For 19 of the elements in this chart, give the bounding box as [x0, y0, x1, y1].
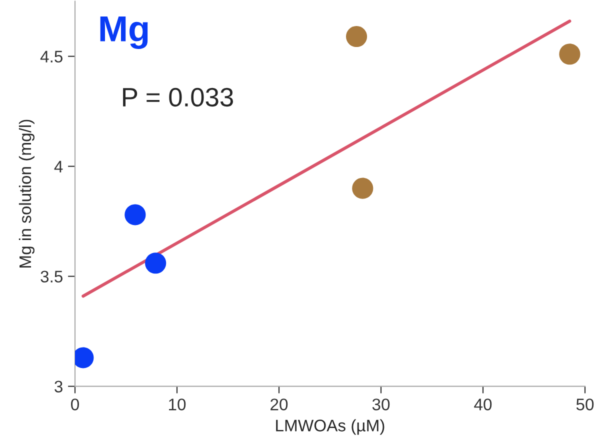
y-tick-label: 4.5 — [40, 50, 62, 63]
point — [346, 26, 368, 48]
annotation: P = 0.033 — [123, 88, 233, 107]
x-tick-label: 30 — [372, 398, 390, 410]
point — [352, 178, 374, 199]
chart-title: Mg — [100, 16, 148, 49]
point — [559, 44, 580, 65]
x-tick-label: 40 — [474, 398, 492, 410]
x-tick-label: 10 — [169, 398, 186, 410]
point — [124, 204, 146, 226]
x-tick-label: 20 — [270, 398, 288, 410]
x-tick-label: 50 — [576, 398, 594, 410]
x-tick-label: 0 — [71, 398, 79, 410]
y-tick-label: 4 — [54, 160, 63, 172]
x-axis-title: LMWOAs (µM) — [276, 419, 384, 435]
y-tick-label: 3 — [54, 380, 62, 393]
y-axis-title: Mg in solution (mg/l) — [18, 120, 34, 268]
point — [145, 252, 166, 274]
y-tick-label: 3.5 — [40, 270, 62, 283]
